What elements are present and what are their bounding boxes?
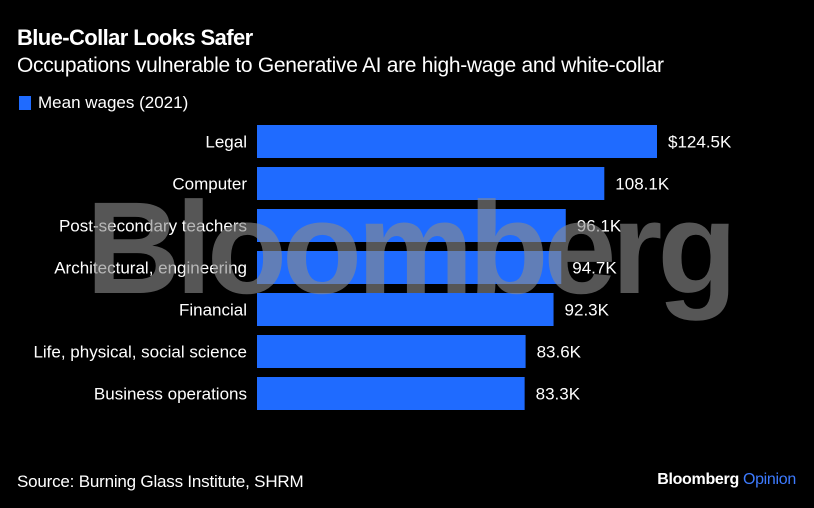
category-label: Business operations — [94, 385, 247, 404]
legend-swatch — [19, 96, 31, 110]
bar-financial — [257, 293, 554, 326]
bar-business-operations — [257, 377, 525, 410]
value-label: 108.1K — [615, 175, 670, 194]
category-label: Financial — [179, 301, 247, 320]
bar-legal — [257, 125, 657, 158]
bars-group — [257, 125, 657, 410]
value-label: 94.7K — [572, 259, 617, 278]
labels-group: Legal $124.5K Computer 108.1K Post-secondary… — [33, 133, 732, 404]
source-note: Source: Burning Glass Institute, SHRM — [17, 472, 304, 491]
value-label: 92.3K — [565, 301, 610, 320]
value-label: 83.6K — [537, 343, 582, 362]
category-label: Life, physical, social science — [33, 343, 247, 362]
legend: Mean wages (2021) — [19, 93, 188, 113]
chart-title: Blue-Collar Looks Safer — [17, 25, 253, 50]
bloomberg-watermark: Bloomberg — [86, 174, 732, 321]
value-label: $124.5K — [668, 133, 732, 152]
category-label: Post-secondary teachers — [59, 217, 247, 236]
brand-logo: Bloomberg Opinion — [657, 471, 796, 489]
category-label: Architectural, engineering — [54, 259, 247, 278]
category-label: Computer — [172, 175, 247, 194]
bar-computer — [257, 167, 605, 200]
chart-subtitle: Occupations vulnerable to Generative AI … — [17, 54, 664, 77]
bar-life-physical-social-science — [257, 335, 526, 368]
category-label: Legal — [205, 133, 247, 152]
brand-opinion: Opinion — [742, 471, 796, 488]
brand-bloomberg: Bloomberg — [657, 471, 739, 488]
value-label: 96.1K — [577, 217, 622, 236]
bar-architectural-engineering — [257, 251, 562, 284]
value-label: 83.3K — [536, 385, 581, 404]
bar-post-secondary-teachers — [257, 209, 566, 242]
legend-label: Mean wages (2021) — [38, 93, 189, 112]
